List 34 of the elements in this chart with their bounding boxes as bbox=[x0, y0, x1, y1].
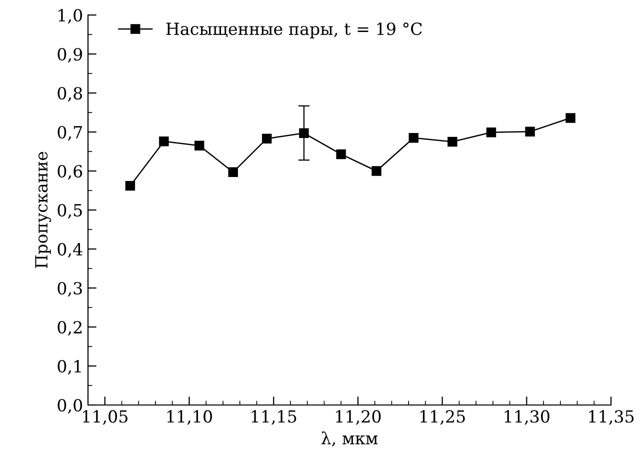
point bbox=[372, 166, 382, 176]
x-tick-label: 11,05 bbox=[83, 410, 128, 425]
point bbox=[194, 140, 204, 151]
x-tick-label: 11,25 bbox=[420, 410, 465, 425]
x-tick-label: 11,20 bbox=[336, 410, 381, 425]
y-axis-title: Пропускание bbox=[35, 152, 52, 268]
x-tick-label: 11,30 bbox=[504, 410, 550, 425]
point bbox=[525, 126, 535, 136]
y-tick-label: 0,8 bbox=[58, 86, 82, 102]
point bbox=[448, 136, 458, 147]
point bbox=[262, 134, 272, 144]
x-axis-title: λ, мкм bbox=[321, 431, 378, 446]
point bbox=[125, 180, 136, 191]
point bbox=[336, 149, 346, 160]
point bbox=[408, 132, 418, 143]
y-tick-label: 0,5 bbox=[58, 204, 82, 219]
y-tick-label: 1,0 bbox=[58, 8, 82, 24]
y-tick-label: 0,7 bbox=[58, 126, 82, 141]
y-tick-label: 0,4 bbox=[58, 242, 82, 258]
point bbox=[486, 128, 496, 138]
y-tick-label: 0,3 bbox=[58, 282, 82, 297]
y-tick-label: 0,6 bbox=[58, 164, 82, 180]
x-tick-label: 11,15 bbox=[252, 410, 296, 425]
x-tick-label: 11,35 bbox=[589, 410, 634, 425]
y-tick-label: 0,1 bbox=[58, 360, 81, 375]
point bbox=[299, 128, 309, 138]
point bbox=[159, 136, 169, 146]
x-tick-label: 11,10 bbox=[167, 410, 212, 425]
legend-label: Насыщенные пары, t = 19 °C bbox=[166, 22, 422, 38]
y-tick-label: 0,2 bbox=[58, 320, 82, 336]
point bbox=[228, 167, 238, 178]
y-tick-label: 0,9 bbox=[58, 48, 82, 63]
point bbox=[566, 113, 576, 123]
y-tick-label: 0,0 bbox=[58, 398, 82, 414]
